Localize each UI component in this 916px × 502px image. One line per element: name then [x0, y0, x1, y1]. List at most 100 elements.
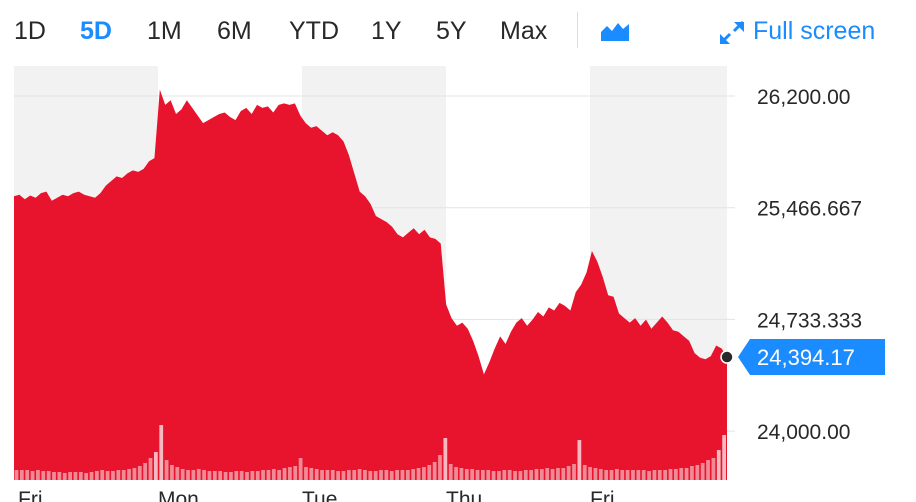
- volume-bar: [454, 467, 458, 480]
- range-button-5y[interactable]: 5Y: [436, 17, 467, 45]
- volume-bar: [625, 470, 630, 480]
- volume-bar: [68, 472, 72, 480]
- volume-bar: [631, 470, 635, 480]
- range-button-5d[interactable]: 5D: [80, 17, 112, 45]
- volume-bar: [25, 470, 30, 480]
- volume-bar: [95, 471, 99, 480]
- volume-bar: [641, 470, 646, 480]
- volume-bar: [384, 470, 389, 480]
- volume-bar: [400, 470, 405, 480]
- volume-bar: [341, 471, 346, 480]
- volume-bar: [470, 469, 475, 480]
- volume-bar: [550, 469, 555, 480]
- volume-bar: [389, 471, 394, 480]
- volume-bar: [507, 470, 512, 480]
- volume-bar: [647, 471, 651, 480]
- volume-bar: [598, 469, 603, 480]
- volume-bar: [706, 460, 710, 480]
- volume-bar: [534, 469, 539, 480]
- y-tick-label: 25,466.667: [757, 198, 862, 221]
- volume-bar: [320, 470, 324, 480]
- volume-bar: [518, 471, 523, 480]
- volume-bar: [196, 469, 201, 480]
- volume-bar: [180, 469, 185, 480]
- volume-bar: [566, 466, 571, 480]
- volume-bar: [207, 471, 212, 480]
- volume-bar: [673, 469, 678, 480]
- y-axis-ticks: 26,200.00 25,466.667 24,733.333 24,000.00: [757, 86, 862, 444]
- current-price-dot: [720, 350, 734, 364]
- volume-bar: [502, 470, 507, 480]
- volume-bar: [679, 468, 684, 480]
- volume-bar: [636, 470, 641, 480]
- range-button-ytd[interactable]: YTD: [289, 17, 339, 45]
- volume-bar: [132, 468, 137, 480]
- volume-bar: [395, 470, 399, 480]
- volume-bar: [523, 470, 528, 480]
- range-button-max[interactable]: Max: [500, 17, 548, 45]
- volume-bar: [148, 458, 153, 480]
- volume-bar: [191, 470, 196, 480]
- volume-bar: [250, 471, 255, 480]
- volume-bar: [30, 471, 35, 480]
- volume-bar: [663, 470, 668, 480]
- current-price-badge: [738, 339, 885, 376]
- volume-bar: [84, 473, 89, 480]
- volume-bars: [14, 425, 726, 480]
- volume-bar: [234, 471, 239, 480]
- volume-bar: [561, 468, 566, 480]
- y-tick-label: 24,000.00: [757, 421, 850, 444]
- volume-bar: [14, 470, 19, 480]
- volume-bar: [89, 472, 94, 480]
- volume-bar: [229, 472, 233, 480]
- volume-bar: [293, 466, 298, 480]
- volume-bar: [41, 471, 46, 480]
- volume-bar: [368, 471, 373, 480]
- volume-bar: [722, 435, 726, 480]
- range-button-1d[interactable]: 1D: [14, 17, 46, 45]
- volume-bar: [105, 471, 110, 480]
- volume-bar: [700, 463, 705, 480]
- volume-bar: [357, 469, 362, 480]
- volume-bar: [137, 466, 142, 480]
- volume-bar: [288, 467, 292, 480]
- volume-bar: [159, 425, 164, 480]
- volume-bar: [202, 470, 206, 480]
- volume-bar: [615, 469, 619, 480]
- x-tick-label: Fri: [590, 488, 615, 502]
- volume-bar: [218, 471, 223, 480]
- volume-bar: [325, 470, 330, 480]
- range-button-1m[interactable]: 1M: [147, 17, 182, 45]
- volume-bar: [282, 468, 287, 480]
- volume-bar: [609, 470, 614, 480]
- x-tick-label: Mon: [158, 488, 199, 502]
- volume-bar: [186, 470, 190, 480]
- range-toolbar: 1D 5D 1M 6M YTD 1Y 5Y Max Full screen: [0, 0, 916, 62]
- area-chart-icon[interactable]: [600, 20, 630, 42]
- range-button-1y[interactable]: 1Y: [371, 17, 402, 45]
- volume-bar: [582, 465, 587, 480]
- price-area: [14, 89, 727, 481]
- volume-bar: [255, 471, 260, 480]
- volume-bar: [620, 470, 625, 480]
- volume-bar: [481, 470, 485, 480]
- volume-bar: [175, 467, 180, 480]
- volume-bar: [62, 473, 67, 480]
- volume-bar: [309, 468, 314, 480]
- volume-bar: [36, 470, 40, 480]
- volume-bar: [121, 470, 126, 480]
- volume-bar: [427, 465, 432, 480]
- range-button-6m[interactable]: 6M: [217, 17, 252, 45]
- volume-bar: [491, 471, 496, 480]
- volume-bar: [277, 470, 282, 480]
- x-tick-label: Tue: [302, 488, 337, 502]
- current-price-marker: 24,394.17: [720, 339, 885, 376]
- volume-bar: [170, 465, 174, 480]
- volume-bar: [57, 472, 62, 480]
- volume-bar: [266, 470, 271, 480]
- volume-bar: [588, 467, 592, 480]
- volume-bar: [572, 464, 576, 480]
- volume-bar: [438, 455, 442, 480]
- volume-bar: [411, 469, 416, 480]
